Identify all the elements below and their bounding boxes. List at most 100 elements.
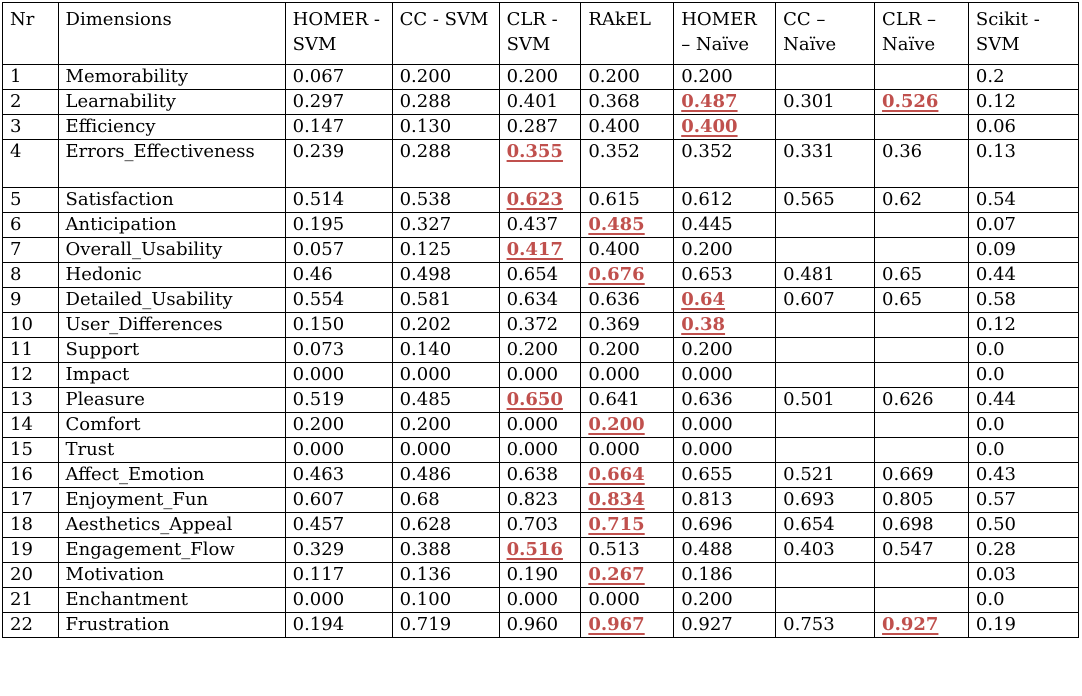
score-cell: 0.655 bbox=[673, 462, 777, 488]
score-cell bbox=[775, 212, 876, 238]
score-cell: 0.46 bbox=[284, 262, 393, 288]
row-number: 9 bbox=[2, 287, 59, 313]
score-cell: 0.136 bbox=[391, 562, 500, 588]
score-cell: 0.513 bbox=[580, 537, 675, 563]
best-score-value: 0.516 bbox=[506, 539, 563, 560]
table-row: 22 Frustration 0.194 0.719 0.960 0.967 0.927 0.… bbox=[2, 612, 1080, 638]
score-cell: 0.400 bbox=[580, 237, 675, 263]
score-cell: 0.501 bbox=[775, 387, 876, 413]
best-score-value: 0.526 bbox=[882, 91, 939, 112]
best-score-value: 0.623 bbox=[506, 189, 563, 210]
score-cell: 0.000 bbox=[391, 362, 500, 388]
score-cell: 0.650 bbox=[498, 387, 582, 413]
score-cell: 0.28 bbox=[967, 537, 1080, 563]
score-cell: 0.0 bbox=[967, 362, 1080, 388]
score-cell: 0.130 bbox=[391, 114, 500, 140]
row-number: 15 bbox=[2, 437, 59, 463]
table-body: 1 Memorability 0.067 0.200 0.200 0.200 0.200 0.… bbox=[2, 64, 1080, 638]
table-row: 11 Support 0.073 0.140 0.200 0.200 0.200 0.0 bbox=[2, 337, 1080, 363]
score-cell bbox=[874, 114, 969, 140]
best-score-value: 0.267 bbox=[588, 564, 645, 585]
score-cell: 0.388 bbox=[391, 537, 500, 563]
score-cell: 0.57 bbox=[967, 487, 1080, 513]
best-score-value: 0.650 bbox=[506, 389, 563, 410]
score-cell: 0.287 bbox=[498, 114, 582, 140]
score-cell bbox=[775, 64, 876, 90]
score-cell: 0.355 bbox=[498, 139, 582, 188]
score-cell bbox=[874, 237, 969, 263]
score-cell: 0.202 bbox=[391, 312, 500, 338]
score-cell: 0.000 bbox=[498, 362, 582, 388]
table-row: 6 Anticipation 0.195 0.327 0.437 0.485 0.445 0.… bbox=[2, 212, 1080, 238]
table-row: 16 Affect_Emotion 0.463 0.486 0.638 0.664 0.65… bbox=[2, 462, 1080, 488]
score-cell: 0.352 bbox=[673, 139, 777, 188]
score-cell: 0.445 bbox=[673, 212, 777, 238]
row-number: 8 bbox=[2, 262, 59, 288]
score-cell: 0.38 bbox=[673, 312, 777, 338]
row-number: 13 bbox=[2, 387, 59, 413]
dimension-name: Aesthetics_Appeal bbox=[57, 512, 286, 538]
row-number: 17 bbox=[2, 487, 59, 513]
dimension-name: Detailed_Usability bbox=[57, 287, 286, 313]
row-number: 2 bbox=[2, 89, 59, 115]
table-row: 13 Pleasure 0.519 0.485 0.650 0.641 0.636 0.501… bbox=[2, 387, 1080, 413]
table-row: 15 Trust 0.000 0.000 0.000 0.000 0.000 0.0 bbox=[2, 437, 1080, 463]
score-cell: 0.200 bbox=[391, 64, 500, 90]
score-cell: 0.676 bbox=[580, 262, 675, 288]
dimension-name: Trust bbox=[57, 437, 286, 463]
table-row: 12 Impact 0.000 0.000 0.000 0.000 0.000 0.0 bbox=[2, 362, 1080, 388]
col-header-cc-svm: CC - SVM bbox=[391, 2, 500, 65]
score-cell: 0.664 bbox=[580, 462, 675, 488]
score-cell: 0.813 bbox=[673, 487, 777, 513]
score-cell: 0.516 bbox=[498, 537, 582, 563]
score-cell: 0.417 bbox=[498, 237, 582, 263]
score-cell bbox=[775, 237, 876, 263]
best-score-value: 0.834 bbox=[588, 489, 645, 510]
col-header-rakel: RAkEL bbox=[580, 2, 675, 65]
score-cell: 0.331 bbox=[775, 139, 876, 188]
score-cell: 0.12 bbox=[967, 312, 1080, 338]
dimension-name: Overall_Usability bbox=[57, 237, 286, 263]
table-row: 4 Errors_Effectiveness 0.239 0.288 0.355 0.35… bbox=[2, 139, 1080, 188]
score-cell: 0.200 bbox=[673, 337, 777, 363]
score-cell: 0.368 bbox=[580, 89, 675, 115]
score-cell: 0.526 bbox=[874, 89, 969, 115]
score-cell: 0.000 bbox=[498, 437, 582, 463]
col-header-scikit-svm: Scikit - SVM bbox=[967, 2, 1080, 65]
score-cell: 0.267 bbox=[580, 562, 675, 588]
score-cell: 0.58 bbox=[967, 287, 1080, 313]
score-cell: 0.634 bbox=[498, 287, 582, 313]
score-cell bbox=[775, 437, 876, 463]
score-cell: 0.000 bbox=[580, 362, 675, 388]
score-cell: 0.44 bbox=[967, 262, 1080, 288]
best-score-value: 0.715 bbox=[588, 514, 645, 535]
score-cell: 0.696 bbox=[673, 512, 777, 538]
score-cell: 0.073 bbox=[284, 337, 393, 363]
table-row: 2 Learnability 0.297 0.288 0.401 0.368 0.487 0.… bbox=[2, 89, 1080, 115]
score-cell: 0.65 bbox=[874, 287, 969, 313]
score-cell bbox=[775, 587, 876, 613]
row-number: 12 bbox=[2, 362, 59, 388]
table-row: 10 User_Differences 0.150 0.202 0.372 0.369 0.… bbox=[2, 312, 1080, 338]
score-cell: 0.693 bbox=[775, 487, 876, 513]
score-cell: 0.554 bbox=[284, 287, 393, 313]
score-cell: 0.000 bbox=[673, 437, 777, 463]
dimension-name: Enchantment bbox=[57, 587, 286, 613]
score-cell: 0.50 bbox=[967, 512, 1080, 538]
best-score-value: 0.355 bbox=[506, 141, 563, 162]
table-row: 9 Detailed_Usability 0.554 0.581 0.634 0.636 0… bbox=[2, 287, 1080, 313]
score-cell: 0.753 bbox=[775, 612, 876, 638]
row-number: 4 bbox=[2, 139, 59, 188]
score-cell: 0.636 bbox=[673, 387, 777, 413]
row-number: 3 bbox=[2, 114, 59, 140]
table-row: 20 Motivation 0.117 0.136 0.190 0.267 0.186 0.0… bbox=[2, 562, 1080, 588]
score-cell: 0.000 bbox=[673, 412, 777, 438]
score-cell: 0.057 bbox=[284, 237, 393, 263]
dimension-name: Enjoyment_Fun bbox=[57, 487, 286, 513]
score-cell bbox=[874, 587, 969, 613]
dimension-name: Impact bbox=[57, 362, 286, 388]
score-cell: 0.400 bbox=[673, 114, 777, 140]
table-row: 3 Efficiency 0.147 0.130 0.287 0.400 0.400 0.06 bbox=[2, 114, 1080, 140]
score-cell: 0.653 bbox=[673, 262, 777, 288]
score-cell: 0.239 bbox=[284, 139, 393, 188]
